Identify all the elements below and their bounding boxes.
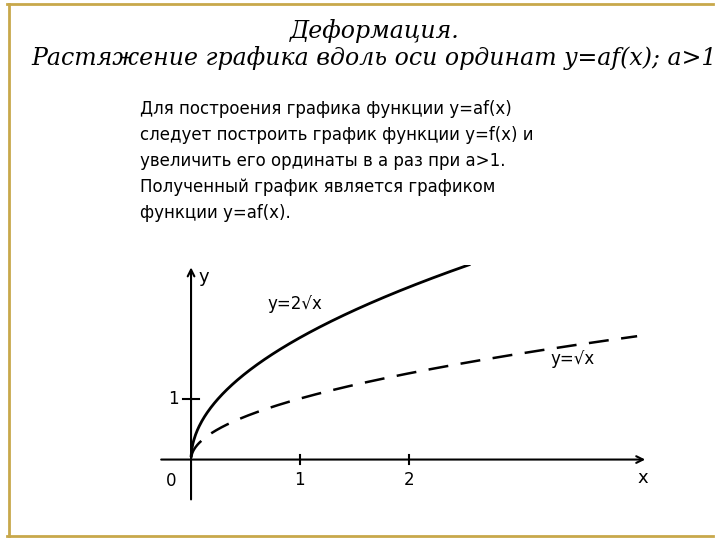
Text: Полученный график является графиком: Полученный график является графиком [140, 178, 496, 195]
Text: y=√x: y=√x [550, 350, 594, 368]
Text: увеличить его ординаты в a раз при a>1.: увеличить его ординаты в a раз при a>1. [140, 152, 506, 170]
Text: 1: 1 [168, 390, 179, 408]
Text: y=2√x: y=2√x [267, 295, 322, 313]
Text: y: y [199, 268, 210, 286]
Text: 0: 0 [166, 472, 176, 490]
Text: x: x [637, 469, 648, 487]
Text: Растяжение графика вдоль оси ординат y=af(x); a>1: Растяжение графика вдоль оси ординат y=a… [32, 46, 717, 70]
Text: функции y=af(x).: функции y=af(x). [140, 204, 291, 221]
Text: Для построения графика функции y=af(x): Для построения графика функции y=af(x) [140, 100, 512, 118]
Text: 2: 2 [403, 470, 414, 489]
Text: Деформация.: Деформация. [289, 19, 459, 43]
Text: следует построить график функции y=f(x) и: следует построить график функции y=f(x) … [140, 126, 534, 144]
Text: 1: 1 [294, 470, 305, 489]
